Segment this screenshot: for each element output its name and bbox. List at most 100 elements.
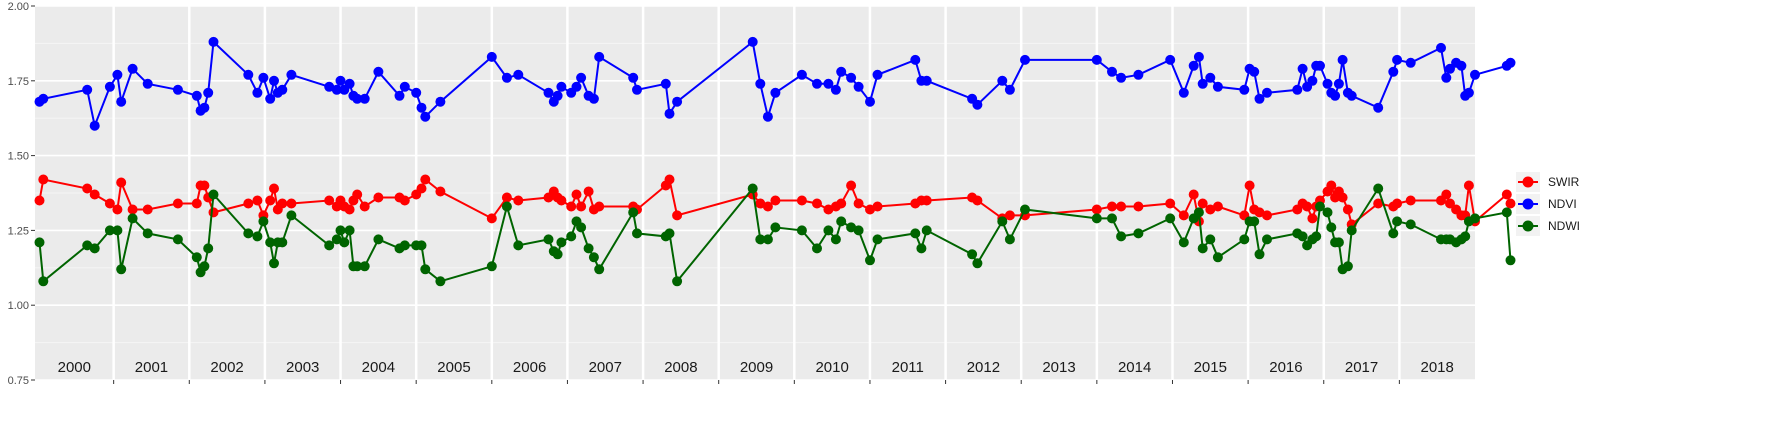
swir-data-point — [583, 186, 594, 197]
swir-data-point — [1405, 195, 1416, 206]
year-label: 2009 — [740, 359, 773, 376]
ndwi-data-point — [1262, 234, 1272, 245]
swir-data-point — [277, 198, 288, 209]
ndvi-data-point — [543, 87, 554, 98]
swir-data-point — [1107, 201, 1117, 212]
ndvi-data-point — [1178, 87, 1189, 98]
ndvi-data-point — [588, 93, 599, 104]
swir-data-point — [1116, 201, 1127, 212]
legend-key-point — [1522, 220, 1534, 232]
ndvi-data-point — [335, 75, 346, 86]
year-label: 2001 — [135, 359, 168, 376]
ndvi-data-point — [243, 69, 254, 80]
ndwi-data-point — [972, 258, 983, 269]
ndwi-data-point — [112, 225, 123, 236]
ndwi-data-point — [1311, 231, 1322, 242]
ndvi-data-point — [359, 93, 370, 104]
swir-data-point — [359, 201, 370, 212]
year-label: 2018 — [1420, 359, 1453, 376]
swir-data-point — [1188, 189, 1199, 200]
ndvi-data-point — [208, 36, 219, 47]
swir-data-point — [34, 195, 45, 206]
ndwi-data-point — [566, 231, 577, 242]
ndwi-data-point — [632, 228, 642, 239]
ndvi-data-point — [38, 93, 49, 104]
ndvi-data-point — [1116, 72, 1127, 83]
ndvi-data-point — [1405, 57, 1416, 68]
year-label: 2017 — [1345, 359, 1378, 376]
swir-data-point — [672, 210, 683, 221]
ndwi-data-point — [1392, 216, 1403, 227]
ndvi-data-point — [552, 90, 563, 101]
ndwi-data-point — [199, 261, 210, 272]
swir-data-point — [556, 195, 567, 206]
ndwi-data-point — [1505, 255, 1516, 266]
swir-data-point — [1392, 198, 1403, 209]
ndvi-data-point — [1463, 87, 1474, 98]
ndvi-data-point — [344, 78, 355, 89]
ndwi-data-point — [331, 234, 342, 245]
ndvi-data-point — [1091, 54, 1102, 65]
swir-data-point — [435, 186, 446, 197]
ndvi-data-point — [1441, 72, 1452, 83]
ndwi-data-point — [1315, 201, 1325, 212]
ndwi-data-point — [142, 228, 153, 239]
ndvi-data-point — [191, 90, 202, 101]
ndvi-data-point — [1212, 81, 1223, 92]
ndwi-data-point — [1020, 204, 1030, 215]
swir-data-point — [1337, 192, 1348, 203]
ndwi-data-point — [1249, 216, 1260, 227]
y-tick-label: 0.75 — [8, 375, 29, 387]
ndwi-data-point — [116, 264, 127, 275]
ndvi-data-point — [486, 51, 497, 62]
ndwi-data-point — [38, 276, 49, 287]
ndwi-data-point — [755, 234, 766, 245]
ndwi-data-point — [583, 243, 594, 254]
ndwi-data-point — [812, 243, 822, 254]
ndvi-data-point — [1297, 63, 1308, 74]
ndvi-data-point — [1445, 63, 1455, 74]
swir-data-point — [1501, 189, 1512, 200]
swir-data-point — [142, 204, 153, 215]
swir-data-point — [1244, 180, 1255, 191]
ndwi-data-point — [258, 216, 269, 227]
ndvi-data-point — [1205, 72, 1216, 83]
swir-data-point — [344, 204, 355, 215]
ndwi-data-point — [1501, 207, 1512, 218]
ndwi-data-point — [921, 225, 932, 236]
ndwi-data-point — [910, 228, 921, 239]
legend-label-swir: SWIR — [1548, 175, 1580, 189]
ndvi-data-point — [89, 120, 100, 131]
ndwi-data-point — [501, 201, 512, 212]
swir-data-point — [1091, 204, 1102, 215]
y-tick-label: 1.75 — [8, 76, 29, 88]
ndvi-data-point — [846, 72, 857, 83]
ndwi-data-point — [335, 225, 346, 236]
ndwi-data-point — [1342, 261, 1353, 272]
legend-key-point — [1522, 176, 1534, 188]
swir-data-point — [1165, 198, 1176, 209]
swir-data-point — [501, 192, 512, 203]
swir-data-point — [576, 201, 587, 212]
swir-data-point — [972, 195, 983, 206]
ndwi-data-point — [1116, 231, 1127, 242]
ndwi-data-point — [1333, 237, 1344, 248]
ndwi-data-point — [203, 243, 214, 254]
swir-data-point — [1445, 198, 1455, 209]
ndvi-data-point — [921, 75, 932, 86]
ndvi-data-point — [1505, 57, 1516, 68]
ndvi-data-point — [172, 84, 183, 95]
ndwi-data-point — [435, 276, 446, 287]
legend-key-point — [1522, 198, 1534, 210]
ndvi-data-point — [1249, 66, 1260, 77]
swir-data-point — [373, 192, 384, 203]
ndvi-data-point — [628, 72, 639, 83]
legend-label-ndwi: NDWI — [1548, 219, 1580, 233]
ndvi-data-point — [571, 81, 582, 92]
ndwi-data-point — [359, 261, 370, 272]
ndwi-data-point — [1205, 234, 1216, 245]
ndwi-data-point — [1178, 237, 1189, 248]
ndwi-data-point — [770, 222, 781, 233]
ndwi-data-point — [1388, 228, 1399, 239]
ndwi-data-point — [556, 237, 567, 248]
